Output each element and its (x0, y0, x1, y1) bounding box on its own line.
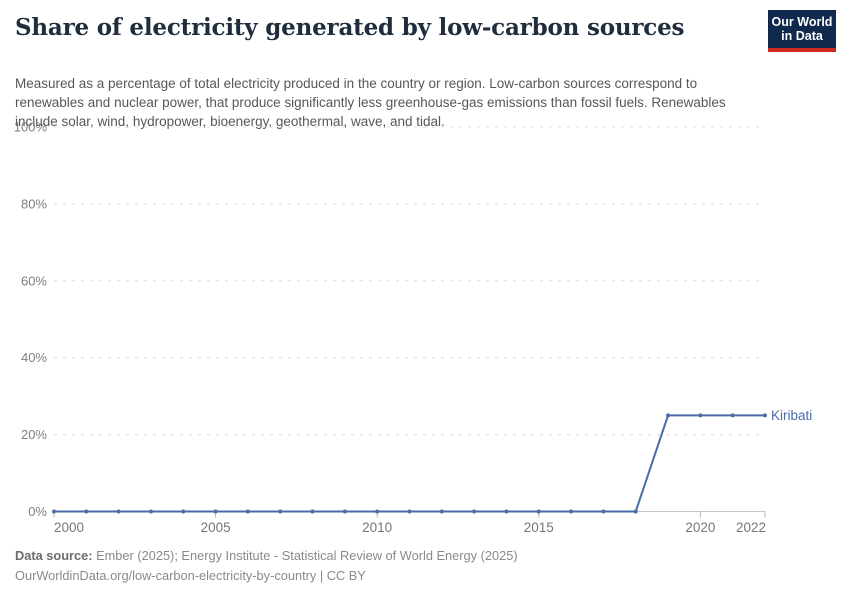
data-point[interactable] (52, 509, 56, 514)
x-axis-tick-label: 2020 (685, 520, 715, 535)
data-point[interactable] (310, 509, 315, 514)
data-point[interactable] (342, 509, 347, 514)
owid-logo-text-line2: in Data (781, 29, 823, 43)
y-axis-tick-label: 20% (21, 427, 47, 442)
data-point[interactable] (633, 509, 638, 514)
chart-canvas: 0% 20% 40% 60% 80% 100% 2000 2005 2010 2015 2020 20… (14, 120, 813, 536)
x-axis-tick-label: 2022 (736, 520, 766, 535)
y-axis-tick-label: 60% (21, 273, 47, 288)
footer-url-line[interactable]: OurWorldinData.org/low-carbon-electricit… (15, 568, 366, 584)
series-line-kiribati[interactable] (53, 414, 766, 513)
data-point[interactable] (116, 509, 121, 514)
data-source-line: Data source: Ember (2025); Energy Instit… (15, 546, 835, 566)
chart-title: Share of electricity generated by low-ca… (15, 14, 685, 41)
chart-subtitle: Measured as a percentage of total electr… (15, 75, 726, 129)
data-source-label: Data source: (15, 548, 93, 563)
data-point[interactable] (698, 413, 703, 418)
data-point[interactable] (472, 509, 477, 514)
data-point[interactable] (504, 509, 509, 514)
data-point[interactable] (601, 509, 606, 514)
y-axis-tick-label: 100% (14, 120, 48, 135)
data-point[interactable] (763, 413, 767, 418)
data-point[interactable] (245, 509, 250, 514)
data-point[interactable] (278, 509, 283, 514)
data-point[interactable] (148, 509, 153, 514)
data-point[interactable] (536, 509, 541, 514)
data-point[interactable] (181, 509, 186, 514)
data-point[interactable] (84, 509, 89, 514)
data-point[interactable] (439, 509, 444, 514)
chart-plot-area: 0% 20% 40% 60% 80% 100% 2000 2005 2010 2015 2020 20… (0, 110, 850, 555)
series-label-kiribati[interactable]: Kiribati (771, 408, 812, 423)
y-axis-tick-label: 40% (21, 350, 47, 365)
data-point[interactable] (569, 509, 574, 514)
owid-logo-text-line1: Our World (771, 14, 833, 29)
y-axis-tick-label: 0% (28, 504, 47, 519)
data-point[interactable] (730, 413, 735, 418)
y-axis-tick-label: 80% (21, 196, 47, 211)
chart-footer: Data source: Ember (2025); Energy Instit… (15, 546, 835, 587)
data-point[interactable] (407, 509, 412, 514)
data-point[interactable] (213, 509, 218, 514)
x-axis-tick-label: 2000 (54, 520, 84, 535)
x-axis-tick-label: 2005 (201, 520, 231, 535)
data-point[interactable] (666, 413, 671, 418)
data-point[interactable] (375, 509, 380, 514)
owid-logo[interactable]: Our World in Data (768, 10, 836, 52)
x-axis-tick-label: 2010 (362, 520, 392, 535)
data-source-text: Ember (2025); Energy Institute - Statist… (92, 548, 518, 563)
x-axis-tick-label: 2015 (524, 520, 554, 535)
